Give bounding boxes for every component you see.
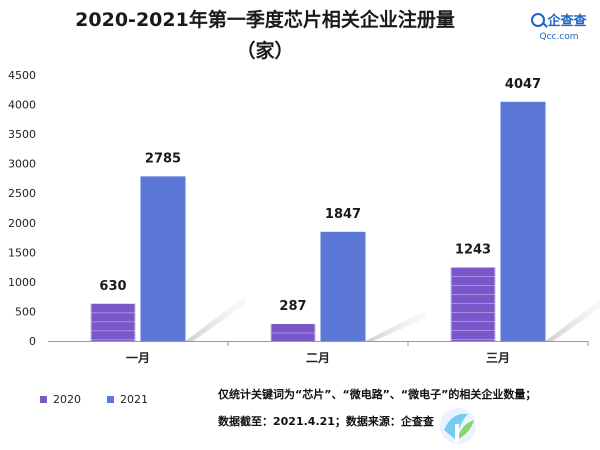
y-tick-label: 2000 xyxy=(8,217,36,230)
y-tick-label: 4500 xyxy=(8,69,36,82)
bar-2021-2 xyxy=(320,231,366,341)
y-tick-label: 1000 xyxy=(8,276,36,289)
bar-shadow xyxy=(185,296,246,341)
data-label-2021-3: 4047 xyxy=(505,77,541,92)
y-tick-label: 500 xyxy=(15,305,36,318)
bar-shadow xyxy=(545,300,600,341)
bar-shadow xyxy=(365,310,426,341)
data-label-2021-1: 2785 xyxy=(145,151,181,166)
x-tick-label: 一月 xyxy=(126,351,150,365)
brand-url: Qcc.com xyxy=(539,31,579,42)
y-tick-label: 3000 xyxy=(8,158,36,171)
brand-name: 企查查 xyxy=(547,14,587,29)
bar-2021-1 xyxy=(140,176,186,341)
legend-swatch-2021 xyxy=(107,396,114,403)
qcc-logo: 企查查 xyxy=(531,10,587,29)
data-label-2020-3: 1243 xyxy=(455,243,491,258)
y-tick-label: 3500 xyxy=(8,128,36,141)
footnote-scope: 仅统计关键词为“芯片”、“微电路”、“微电子”的相关企业数量； xyxy=(218,388,537,401)
bar-edge-right xyxy=(494,267,497,341)
bar-edge-right xyxy=(134,303,137,341)
legend-label-2020: 2020 xyxy=(53,393,81,406)
footnote-source: 数据截至：2021.4.21；数据来源：企查查 xyxy=(218,415,434,428)
x-tick-label: 二月 xyxy=(306,351,330,365)
y-tick-label: 4000 xyxy=(8,99,36,112)
data-label-2021-2: 1847 xyxy=(325,207,361,222)
legend-swatch-2020 xyxy=(40,396,47,403)
bar-2021-3 xyxy=(500,101,546,341)
bar-2020-2 xyxy=(270,324,316,341)
legend-item-2020: 2020 xyxy=(40,393,81,406)
magnifier-icon xyxy=(531,12,546,27)
brand-logo: 企查查 Qcc.com xyxy=(526,10,592,50)
bar-edge-right xyxy=(314,324,317,341)
bar-edge-left xyxy=(449,267,452,341)
bar-2020-1 xyxy=(90,303,136,341)
legend-label-2021: 2021 xyxy=(120,393,148,406)
bar-edge-left xyxy=(269,324,272,341)
y-tick-label: 2500 xyxy=(8,187,36,200)
legend: 2020 2021 xyxy=(40,393,148,406)
data-label-2020-2: 287 xyxy=(279,299,306,314)
x-tick-label: 三月 xyxy=(486,351,510,365)
watermark-logo-icon xyxy=(440,408,476,444)
y-tick-label: 0 xyxy=(29,335,36,348)
bar-edge-left xyxy=(89,303,92,341)
data-label-2020-1: 630 xyxy=(99,279,126,294)
y-tick-label: 1500 xyxy=(8,246,36,259)
chart-title: 2020-2021年第一季度芯片相关企业注册量 xyxy=(75,9,455,31)
bar-2020-3 xyxy=(450,267,496,341)
chart-title-unit: （家） xyxy=(236,40,294,62)
legend-item-2021: 2021 xyxy=(107,393,148,406)
